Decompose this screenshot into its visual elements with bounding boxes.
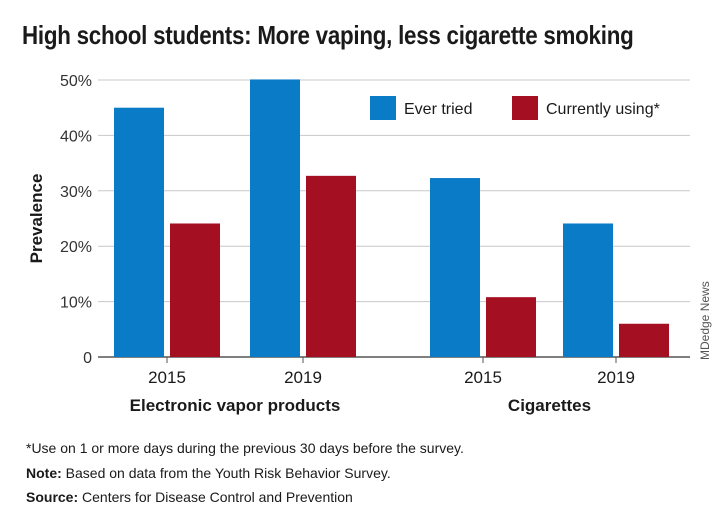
bar bbox=[563, 223, 613, 357]
x-tick-label: 2019 bbox=[597, 368, 635, 387]
bar bbox=[170, 223, 220, 357]
credit: MDedge News bbox=[698, 281, 712, 360]
footnote: *Use on 1 or more days during the previo… bbox=[26, 440, 464, 456]
legend-swatch bbox=[512, 96, 538, 120]
y-axis-label: Prevalence bbox=[27, 174, 46, 264]
bar bbox=[306, 175, 356, 357]
source-text: Centers for Disease Control and Preventi… bbox=[78, 489, 353, 505]
bar bbox=[430, 178, 480, 357]
source-label: Source: bbox=[26, 489, 79, 505]
legend-label: Ever tried bbox=[404, 101, 472, 118]
group-label: Electronic vapor products bbox=[130, 396, 341, 415]
y-tick-label: 10% bbox=[60, 295, 92, 312]
bar bbox=[619, 323, 669, 357]
source-line: Source: Centers for Disease Control and … bbox=[26, 489, 353, 505]
chart-title: High school students: More vaping, less … bbox=[22, 20, 634, 50]
legend-swatch bbox=[370, 96, 396, 120]
y-tick-label: 20% bbox=[60, 239, 92, 256]
y-tick-label: 50% bbox=[60, 73, 92, 90]
bar bbox=[250, 79, 300, 358]
note-label: Note: bbox=[26, 465, 62, 481]
y-tick-label: 0 bbox=[83, 350, 92, 367]
note-line: Note: Based on data from the Youth Risk … bbox=[26, 465, 391, 481]
legend-label: Currently using* bbox=[546, 101, 660, 118]
group-label: Cigarettes bbox=[508, 396, 591, 415]
x-tick-label: 2015 bbox=[148, 368, 186, 387]
bar bbox=[114, 107, 164, 357]
x-tick-label: 2015 bbox=[464, 368, 502, 387]
y-tick-label: 30% bbox=[60, 184, 92, 201]
note-text: Based on data from the Youth Risk Behavi… bbox=[61, 465, 391, 481]
x-tick-label: 2019 bbox=[284, 368, 322, 387]
bar bbox=[486, 297, 536, 357]
y-tick-label: 40% bbox=[60, 128, 92, 145]
